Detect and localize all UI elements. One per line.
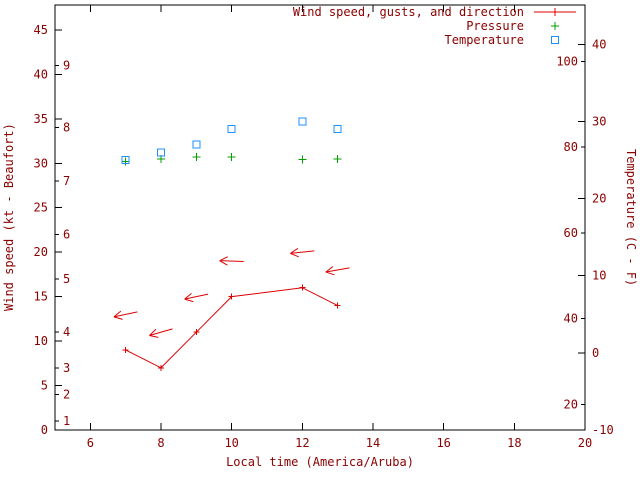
fahrenheit-label: 40 — [564, 312, 578, 326]
wind-speed-line — [125, 287, 338, 369]
wind-arrow-head — [184, 298, 194, 303]
legend-sample-pressure-icon — [551, 22, 559, 30]
wind-arrow-head — [184, 292, 192, 300]
wind-arrow-head — [113, 316, 123, 320]
kt-tick-label: 30 — [34, 156, 48, 170]
celsius-tick-label: 20 — [592, 192, 606, 206]
temperature-point — [192, 140, 201, 149]
beaufort-label: 2 — [63, 387, 70, 401]
kt-tick-label: 35 — [34, 112, 48, 126]
celsius-tick-label: 40 — [592, 37, 606, 51]
kt-tick-label: 40 — [34, 67, 48, 81]
wind-arrow-shaft — [149, 328, 173, 336]
legend-temperature-marker — [551, 36, 559, 44]
y-axis-title-right: Temperature (C - F) — [624, 148, 638, 287]
wind-direction-arrow — [290, 247, 315, 258]
wind-direction-arrow — [219, 256, 244, 266]
legend-row-pressure: Pressure — [466, 19, 578, 33]
legend-label-pressure: Pressure — [466, 19, 524, 33]
wind-arrow-shaft — [184, 293, 209, 300]
temperature-point — [121, 156, 130, 165]
celsius-tick-label: 30 — [592, 114, 606, 128]
wind-arrow-head — [325, 266, 334, 273]
kt-tick-label: 0 — [41, 423, 48, 437]
fahrenheit-label: 60 — [564, 226, 578, 240]
y-axis-title-left: Wind speed (kt - Beaufort) — [2, 123, 16, 312]
wind-arrow-shaft — [290, 250, 315, 254]
wind-arrow-head — [219, 256, 228, 262]
temperature-point — [227, 125, 236, 134]
kt-tick-label: 5 — [41, 379, 48, 393]
wind-arrow-head — [149, 328, 157, 336]
wind-direction-arrow — [113, 310, 138, 320]
legend-label-temperature: Temperature — [444, 33, 524, 47]
beaufort-label: 3 — [63, 361, 70, 375]
wind-arrow-shaft — [113, 311, 138, 318]
wind-arrow-head — [290, 247, 299, 254]
legend-label-wind: Wind speed, gusts, and direction — [292, 5, 524, 19]
celsius-tick-label: -10 — [592, 423, 614, 437]
kt-tick-label: 20 — [34, 245, 48, 259]
kt-tick-label: 10 — [34, 334, 48, 348]
beaufort-label: 7 — [63, 174, 70, 188]
legend-row-wind: Wind speed, gusts, and direction — [293, 5, 578, 19]
x-tick-label: 12 — [295, 436, 309, 450]
legend: Wind speed, gusts, and direction Pressur… — [293, 5, 578, 47]
temperature-point — [333, 125, 342, 134]
beaufort-label: 5 — [63, 272, 70, 286]
temperature-point — [298, 117, 307, 126]
beaufort-label: 9 — [63, 58, 70, 72]
beaufort-label: 6 — [63, 227, 70, 241]
fahrenheit-label: 100 — [556, 54, 578, 68]
x-axis-title: Local time (America/Aruba) — [226, 455, 414, 469]
kt-tick-label: 25 — [34, 201, 48, 215]
legend-sample-wind-icon — [534, 8, 576, 16]
wind-arrow-shaft — [219, 260, 244, 262]
wind-arrow-head — [325, 271, 335, 276]
x-tick-label: 20 — [578, 436, 592, 450]
wind-arrow-head — [219, 260, 228, 266]
wind-direction-arrow — [184, 292, 209, 303]
x-tick-label: 8 — [157, 436, 164, 450]
wind-direction-arrow — [149, 328, 173, 338]
beaufort-label: 1 — [63, 414, 70, 428]
x-tick-label: 10 — [224, 436, 238, 450]
celsius-tick-label: 10 — [592, 269, 606, 283]
wind-arrow-shaft — [325, 267, 350, 273]
plot-border — [54, 4, 586, 431]
beaufort-label: 4 — [63, 325, 70, 339]
celsius-tick-label: 0 — [592, 346, 599, 360]
kt-tick-label: 45 — [34, 23, 48, 37]
fahrenheit-label: 80 — [564, 140, 578, 154]
legend-sample-temperature-icon — [551, 36, 559, 44]
x-tick-label: 6 — [87, 436, 94, 450]
wind-arrow-head — [113, 310, 122, 318]
x-tick-label: 18 — [507, 436, 521, 450]
x-tick-label: 14 — [366, 436, 380, 450]
fahrenheit-label: 20 — [564, 397, 578, 411]
beaufort-label: 8 — [63, 121, 70, 135]
wind-arrow-head — [290, 252, 299, 258]
kt-tick-label: 15 — [34, 290, 48, 304]
legend-row-temperature: Temperature — [445, 33, 578, 47]
wind-arrow-head — [149, 335, 159, 338]
temperature-point — [157, 148, 165, 157]
x-tick-label: 16 — [436, 436, 450, 450]
wind-direction-arrow — [325, 266, 350, 276]
